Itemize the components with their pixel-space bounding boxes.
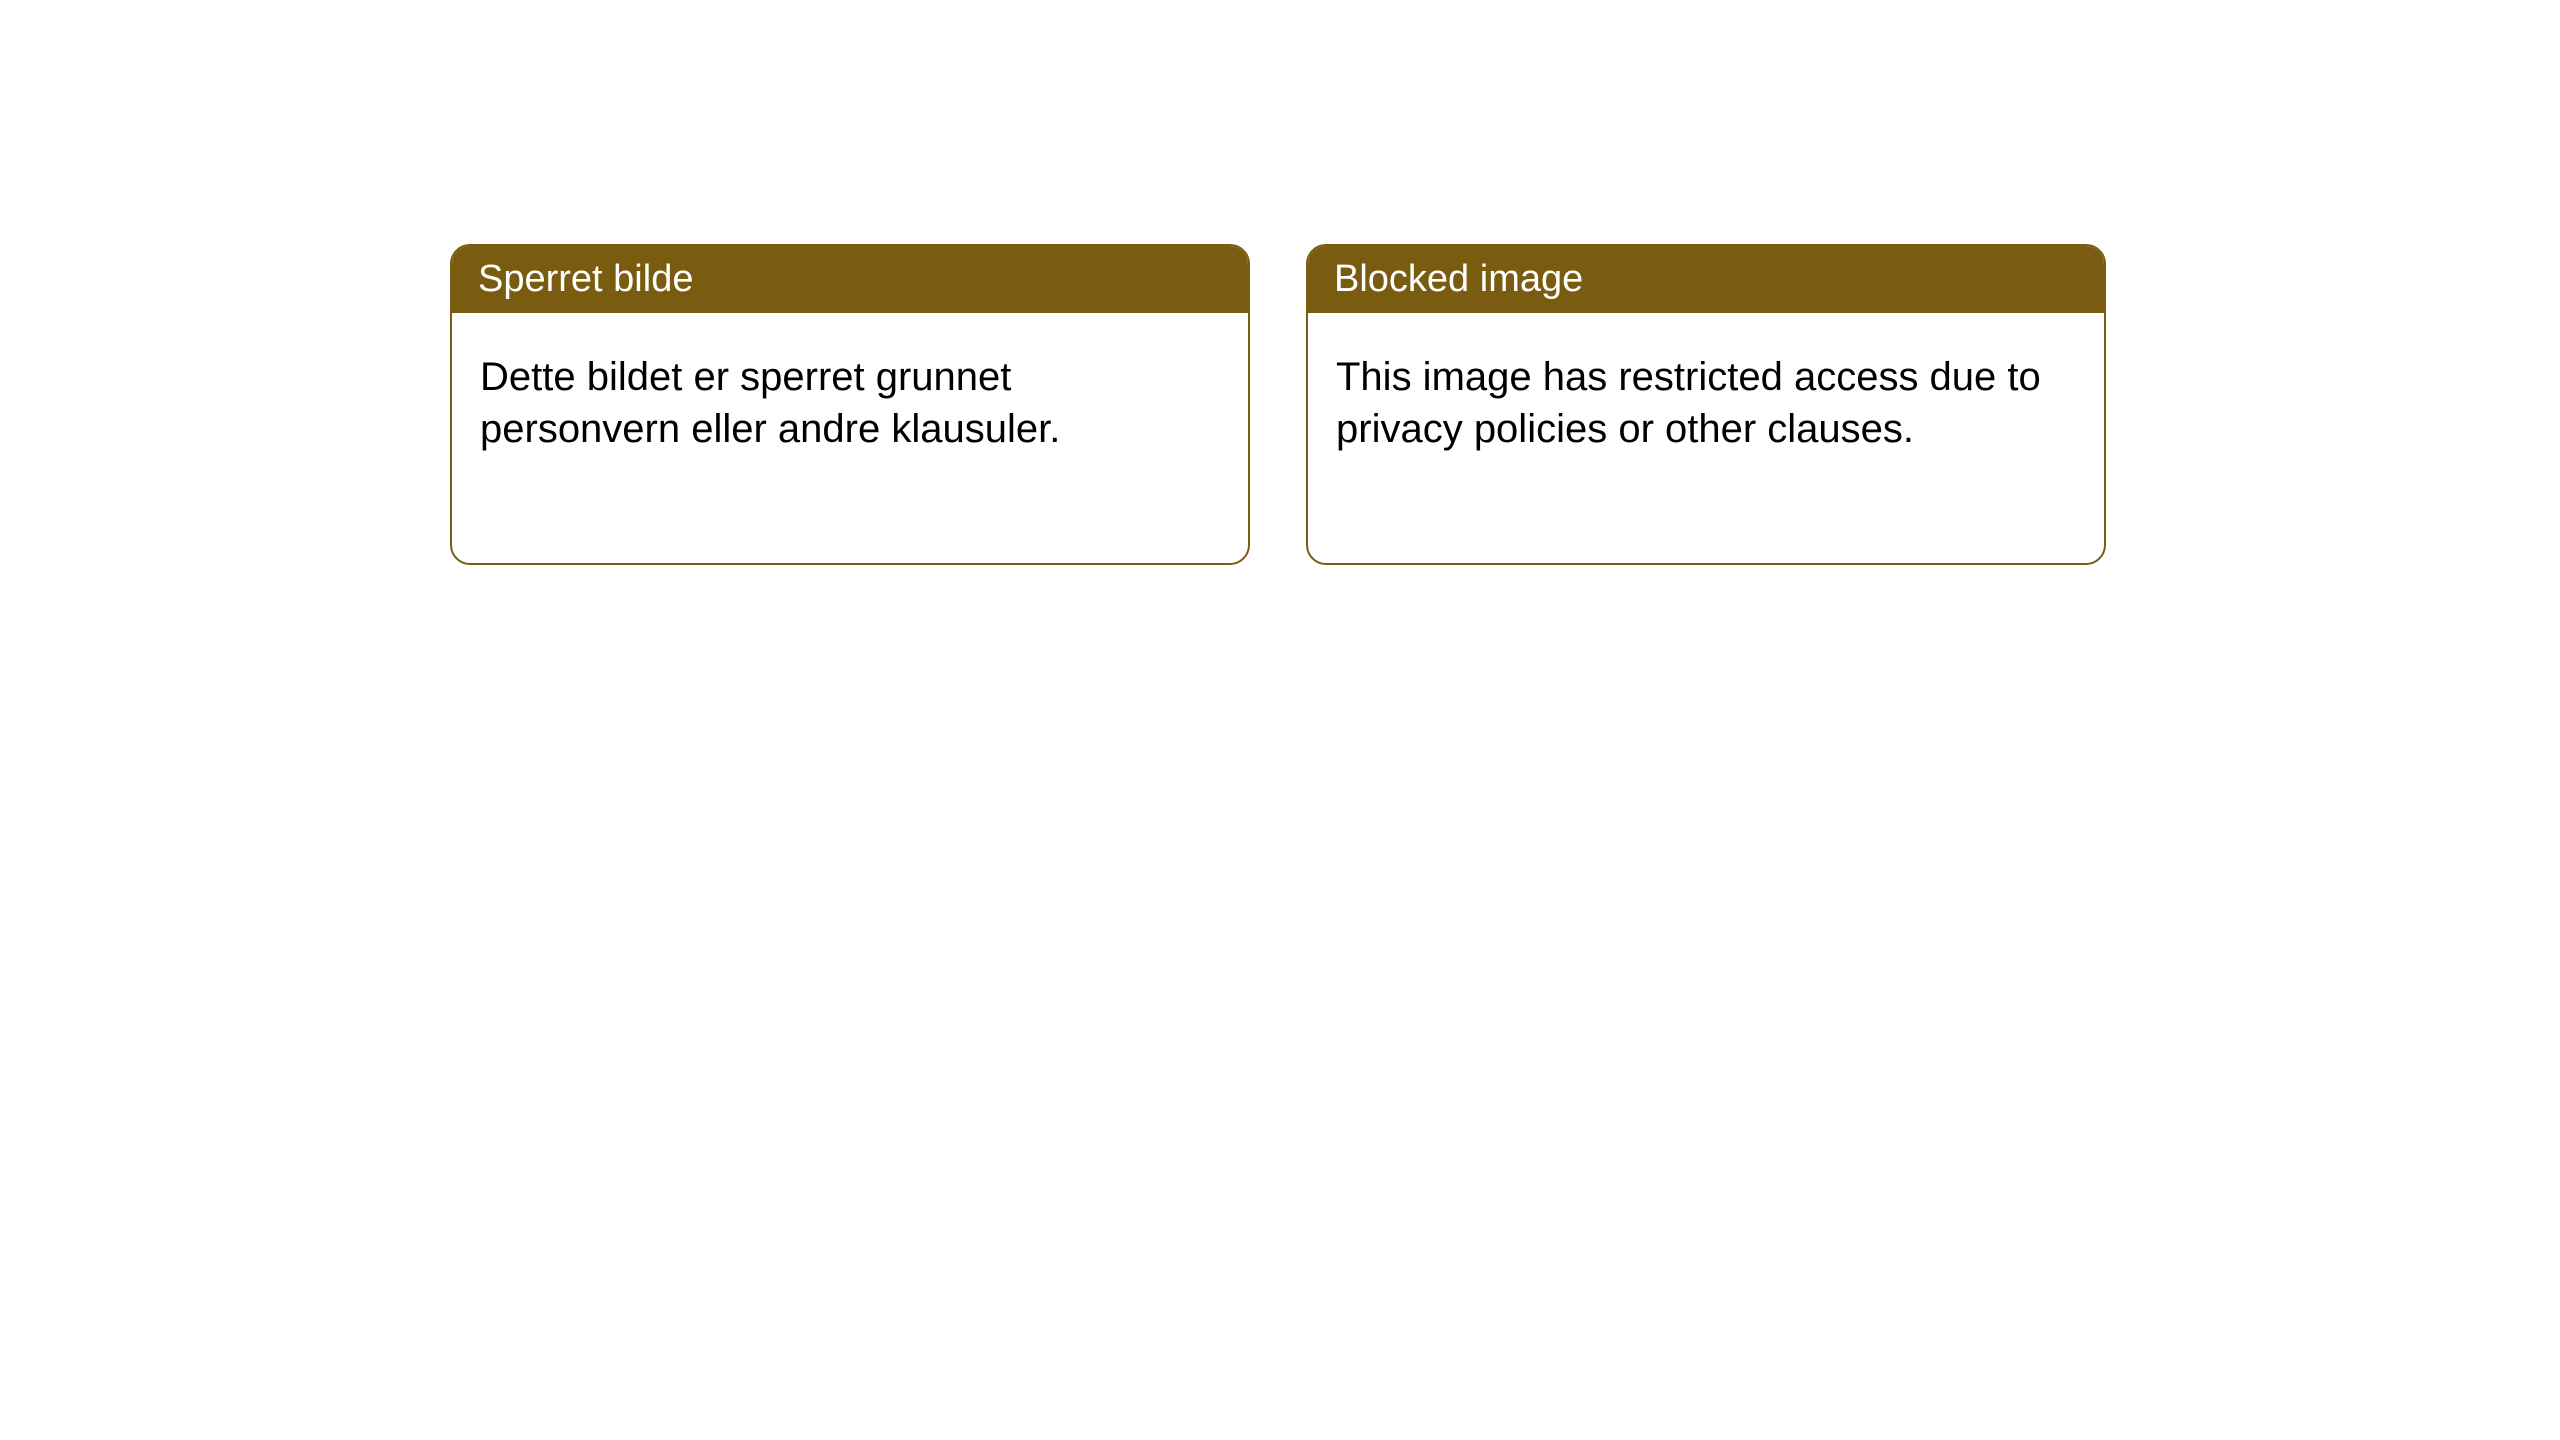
card-title: Sperret bilde: [478, 258, 693, 300]
card-body: Dette bildet er sperret grunnet personve…: [452, 313, 1248, 563]
notice-card-norwegian: Sperret bilde Dette bildet er sperret gr…: [450, 244, 1250, 565]
card-body-text: Dette bildet er sperret grunnet personve…: [480, 355, 1060, 451]
card-header: Blocked image: [1308, 246, 2104, 313]
card-body-text: This image has restricted access due to …: [1336, 355, 2041, 451]
notice-card-english: Blocked image This image has restricted …: [1306, 244, 2106, 565]
card-body: This image has restricted access due to …: [1308, 313, 2104, 563]
card-header: Sperret bilde: [452, 246, 1248, 313]
card-title: Blocked image: [1334, 258, 1583, 300]
notice-container: Sperret bilde Dette bildet er sperret gr…: [0, 0, 2560, 565]
